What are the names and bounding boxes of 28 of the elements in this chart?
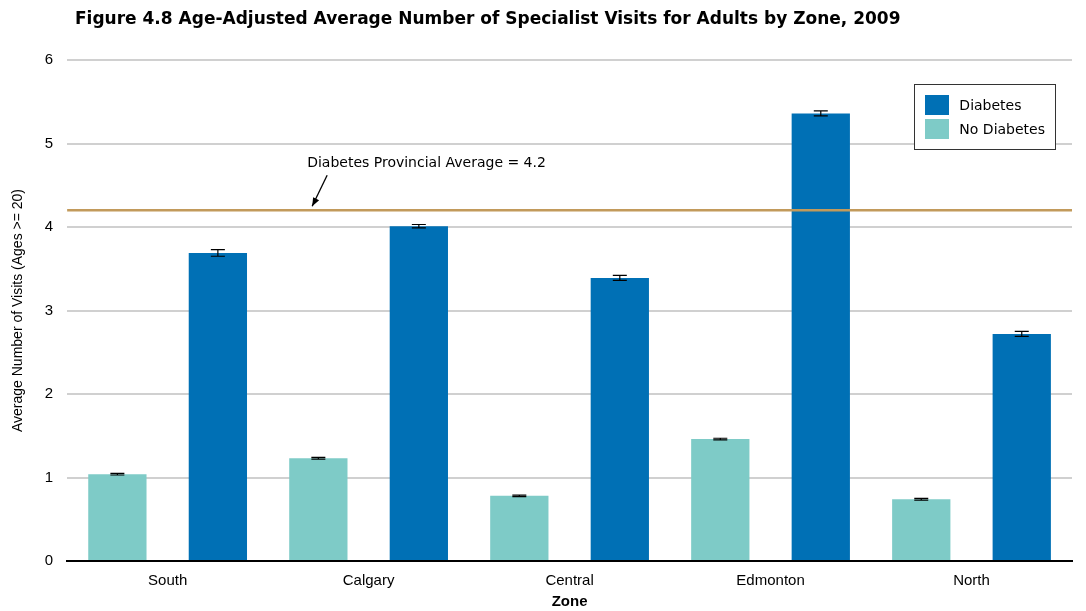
bar [892, 499, 951, 560]
bar [791, 113, 850, 560]
x-tick-label: Calgary [342, 571, 395, 589]
bar [691, 439, 750, 560]
ref-line-label: Diabetes Provincial Average = 4.2 [307, 153, 546, 170]
y-tick-label: 4 [44, 217, 54, 235]
legend-label: Diabetes [959, 97, 1022, 113]
x-tick-label: Central [545, 571, 594, 589]
bar [490, 495, 549, 560]
x-tick-label: Edmonton [736, 571, 805, 589]
y-tick-label: 0 [44, 551, 54, 569]
x-tick-label: South [148, 571, 188, 589]
x-axis-title: Zone [551, 592, 588, 610]
x-tick-label: North [953, 571, 990, 589]
y-axis-title: Average Number of Visits (Ages >= 20) [9, 188, 26, 433]
chart-title: Figure 4.8 Age-Adjusted Average Number of Specialist Visits for Adults by Zone, 2009 [75, 8, 901, 28]
y-tick-label: 2 [44, 384, 54, 402]
bar [389, 226, 448, 560]
bar [289, 458, 348, 560]
bar [590, 277, 649, 560]
bar [188, 252, 248, 560]
y-tick-label: 1 [44, 467, 54, 485]
y-tick-label: 3 [44, 300, 54, 318]
y-tick-label: 5 [44, 133, 54, 151]
y-tick-label: 6 [44, 50, 54, 68]
bar [88, 474, 147, 560]
bar [992, 333, 1051, 560]
legend-label: No Diabetes [959, 121, 1045, 137]
